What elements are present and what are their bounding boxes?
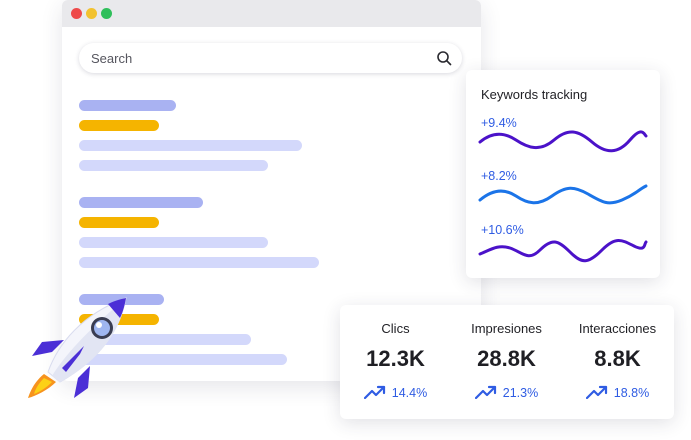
trending-up-icon [363, 385, 385, 399]
keyword-trend-wave [478, 239, 648, 263]
result-title-placeholder [79, 197, 203, 208]
trending-up-icon [474, 385, 496, 399]
stat-label: Impresiones [471, 321, 542, 336]
minimize-window-dot[interactable] [86, 8, 97, 19]
keyword-change: +10.6% [481, 223, 524, 237]
result-snippet-placeholder [79, 257, 319, 268]
result-title-placeholder [79, 100, 176, 111]
close-window-dot[interactable] [71, 8, 82, 19]
result-snippet-placeholder [79, 334, 251, 345]
keywords-tracking-title: Keywords tracking [481, 87, 588, 102]
stat-label: Clics [381, 321, 410, 336]
keywords-tracking-card: Keywords tracking +9.4% +8.2% +10.6% [466, 70, 660, 278]
stat-impresiones: Impresiones 28.8K 21.3% [451, 305, 562, 419]
stat-change: 21.3% [451, 385, 562, 400]
result-url-placeholder [79, 217, 159, 228]
search-icon[interactable] [436, 50, 452, 66]
result-snippet-placeholder [79, 140, 302, 151]
keyword-trend-wave [478, 184, 648, 205]
stat-change-value: 21.3% [502, 386, 539, 400]
result-snippet-placeholder [79, 237, 268, 248]
stat-change: 18.8% [562, 385, 673, 400]
stat-clics: Clics 12.3K 14.4% [340, 305, 451, 419]
stat-change: 14.4% [340, 385, 451, 400]
result-snippet-placeholder [79, 354, 287, 365]
stat-label: Interacciones [578, 321, 657, 336]
stat-value: 8.8K [594, 346, 641, 371]
browser-title-bar [62, 0, 481, 27]
result-url-placeholder [79, 120, 159, 131]
stat-interacciones: Interacciones 8.8K 18.8% [562, 305, 673, 419]
search-placeholder: Search [91, 51, 133, 66]
stat-change-value: 14.4% [391, 386, 428, 400]
maximize-window-dot[interactable] [101, 8, 112, 19]
stat-change-value: 18.8% [613, 386, 650, 400]
keyword-trend-wave [478, 130, 648, 153]
keyword-change: +9.4% [481, 116, 517, 130]
stat-value: 12.3K [366, 346, 425, 371]
keyword-change: +8.2% [481, 169, 517, 183]
result-snippet-placeholder [79, 160, 268, 171]
search-input[interactable]: Search [79, 43, 462, 73]
rocket-icon [28, 297, 127, 398]
browser-window: Search [62, 0, 481, 381]
stat-value: 28.8K [477, 346, 536, 371]
trending-up-icon [585, 385, 607, 399]
stats-card: Clics 12.3K 14.4% Impresiones 28.8K 21.3… [340, 305, 674, 419]
